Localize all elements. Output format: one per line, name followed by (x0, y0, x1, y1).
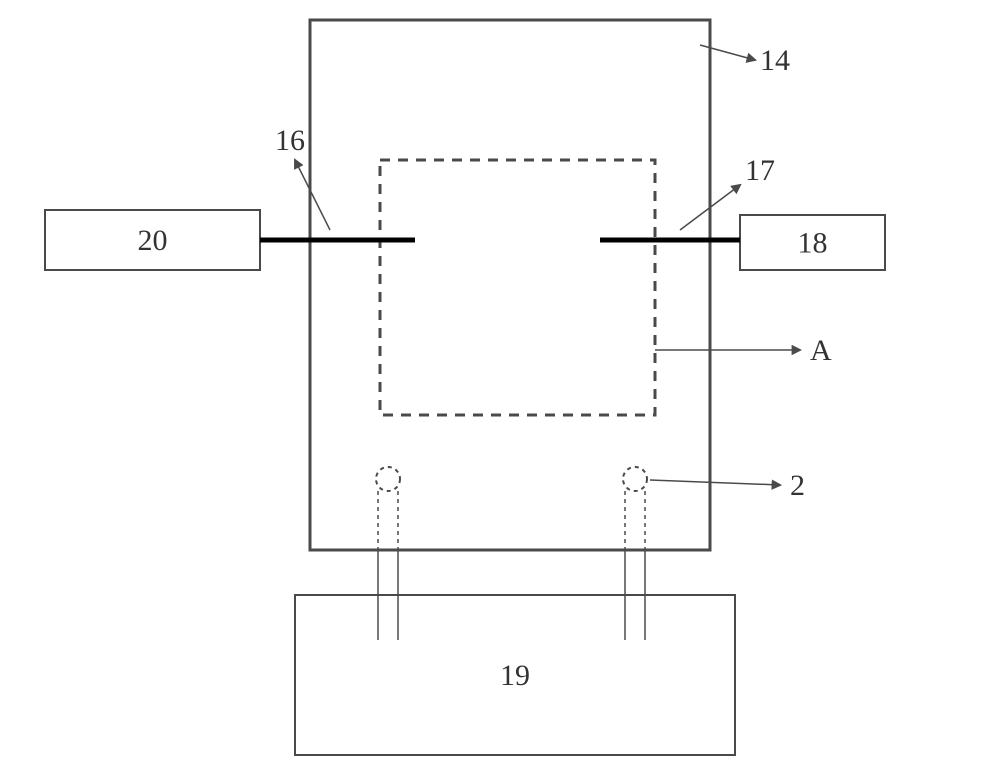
diagram-canvas: 20 18 19 14 16 17 A 2 (0, 0, 1000, 773)
bottom-block-label: 19 (500, 659, 530, 692)
pointer-line-2 (650, 480, 780, 485)
dashed-circle-0 (376, 467, 400, 491)
inner-dashed-box (380, 160, 655, 415)
main-box (310, 20, 710, 550)
pointer-label-2: 2 (790, 469, 805, 502)
right-block-label: 18 (798, 227, 828, 260)
pointer-label-16: 16 (275, 124, 305, 157)
dashed-circle-1 (623, 467, 647, 491)
pointer-line-16 (295, 160, 330, 230)
left-block-label: 20 (138, 224, 168, 257)
pointer-line-14 (700, 45, 755, 60)
pointer-label-17: 17 (745, 154, 775, 187)
pointer-label-A: A (810, 334, 832, 367)
pointer-label-14: 14 (760, 44, 790, 77)
